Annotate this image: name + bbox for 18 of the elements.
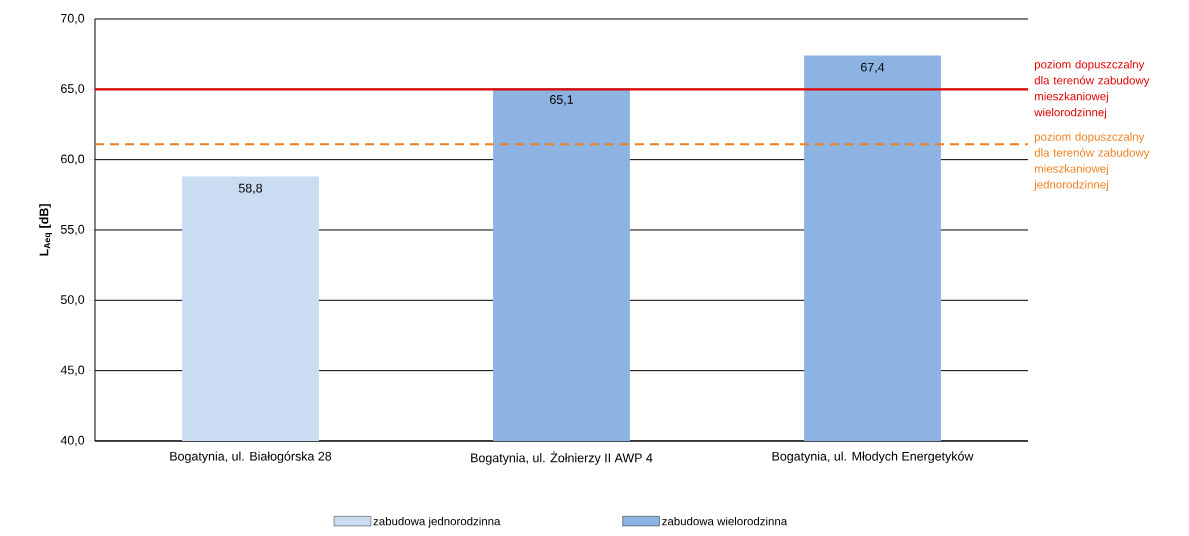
x-tick-label: Bogatynia, ul. Żołnierzy II AWP 4 [471,451,653,465]
data-label: 58,8 [238,183,263,195]
legend-label: zabudowa wielorodzinna [662,516,788,526]
y-tick-label: 65,0 [61,84,85,95]
legend-label: zabudowa jednorodzinna [373,516,501,528]
y-tick-label: 70,0 [61,13,85,25]
data-label: 65,1 [550,95,574,106]
ref-line-label: poziom dopuszczalny dla terenów zabudowy mieszkaniowej jednorodzinnej [1033,132,1150,191]
y-tick-label: 40,0 [60,435,85,447]
y-tick-label: 60,0 [61,154,85,165]
y-axis-title: L$_{Aeq}$ [dB] [39,204,52,256]
y-tick-label: 55,0 [60,224,85,236]
y-tick-label: 45,0 [60,365,85,376]
x-tick-label: Bogatynia, ul. Młodych Energetyków [772,451,974,464]
data-label: 67,4 [861,62,885,74]
ref-line-label: poziom dopuszczalny dla terenów zabudowy mieszkaniowej wielorodzinnej [1034,60,1150,119]
x-tick-label: Bogatynia, ul. Białogórska 28 [170,451,332,464]
y-tick-label: 50,0 [60,295,85,306]
